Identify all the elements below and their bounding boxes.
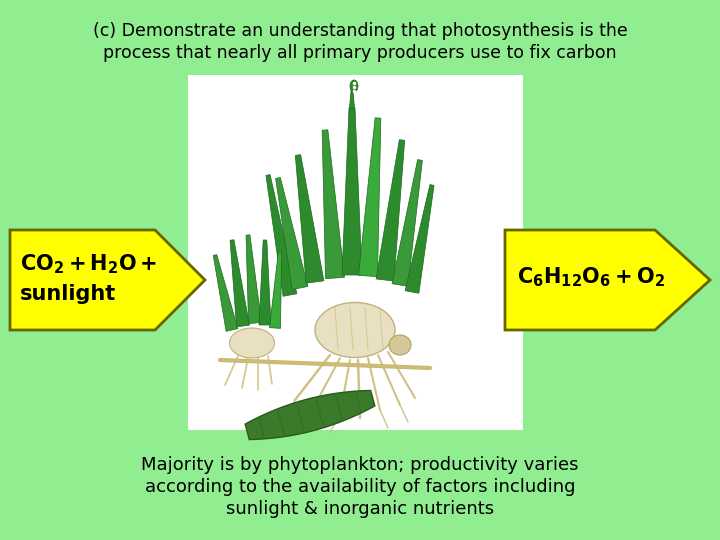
Text: sunlight & inorganic nutrients: sunlight & inorganic nutrients	[226, 500, 494, 518]
Polygon shape	[359, 118, 381, 276]
Ellipse shape	[350, 80, 358, 92]
Text: according to the availability of factors including: according to the availability of factors…	[145, 478, 575, 496]
Polygon shape	[342, 108, 362, 275]
Bar	[188, 75, 523, 430]
Polygon shape	[213, 254, 238, 332]
Polygon shape	[505, 230, 710, 330]
Text: sunlight: sunlight	[20, 284, 116, 304]
Polygon shape	[322, 130, 344, 279]
Ellipse shape	[389, 335, 411, 355]
Text: Majority is by phytoplankton; productivity varies: Majority is by phytoplankton; productivi…	[141, 456, 579, 474]
Polygon shape	[276, 178, 308, 289]
Text: (c) Demonstrate an understanding that photosynthesis is the: (c) Demonstrate an understanding that ph…	[93, 22, 627, 40]
Polygon shape	[246, 235, 261, 323]
Polygon shape	[230, 240, 249, 327]
Polygon shape	[269, 252, 282, 328]
Polygon shape	[349, 88, 354, 108]
Polygon shape	[295, 154, 324, 283]
Ellipse shape	[230, 328, 274, 358]
Polygon shape	[245, 390, 375, 440]
Text: $\mathregular{CO_2 + H_2O +}$: $\mathregular{CO_2 + H_2O +}$	[20, 252, 157, 275]
Polygon shape	[259, 240, 271, 325]
Text: process that nearly all primary producers use to fix carbon: process that nearly all primary producer…	[103, 44, 617, 62]
Polygon shape	[392, 160, 423, 286]
Polygon shape	[266, 174, 297, 296]
Polygon shape	[405, 185, 434, 293]
Ellipse shape	[315, 302, 395, 357]
Text: $\mathregular{C_6H_{12}O_6 + O_2}$: $\mathregular{C_6H_{12}O_6 + O_2}$	[517, 265, 665, 288]
Polygon shape	[10, 230, 205, 330]
Polygon shape	[376, 140, 405, 281]
